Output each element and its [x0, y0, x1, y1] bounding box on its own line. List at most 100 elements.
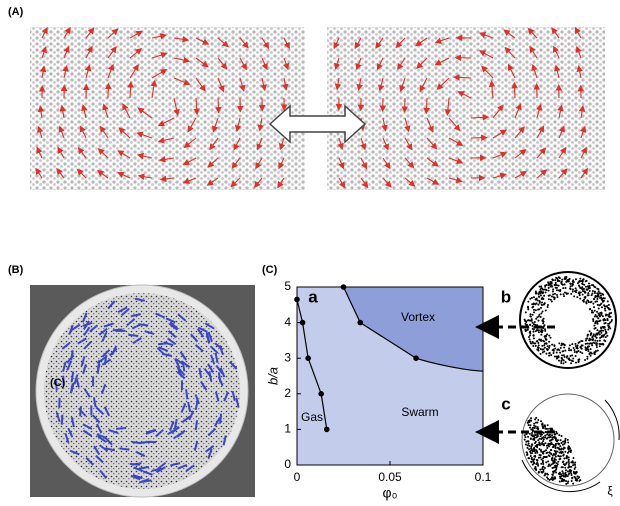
velocity-arrow [217, 77, 225, 93]
particle [533, 442, 536, 445]
particle [566, 475, 569, 478]
particle [531, 313, 534, 316]
velocity-arrow [107, 28, 119, 39]
particle [542, 463, 545, 466]
particle [541, 319, 544, 322]
particle [586, 357, 589, 360]
particle [567, 441, 570, 444]
particle [540, 423, 543, 426]
annotation: ξ [607, 484, 613, 498]
particle [543, 346, 546, 349]
particle [586, 285, 589, 288]
particle [541, 351, 544, 354]
point [413, 355, 419, 362]
particle [541, 348, 544, 351]
velocity-arrow [261, 37, 270, 50]
particle [558, 473, 561, 476]
particle [532, 458, 535, 461]
particle [550, 478, 553, 481]
particle [600, 306, 603, 309]
particle [579, 297, 582, 300]
particle [533, 311, 536, 314]
particle [537, 342, 540, 345]
particle [577, 284, 580, 287]
snapshot-left [30, 27, 305, 190]
particle [602, 293, 605, 296]
robot [222, 435, 227, 446]
robot [157, 342, 169, 346]
particle [554, 458, 557, 461]
velocity-arrow [448, 176, 463, 184]
particle [534, 290, 537, 293]
robot [194, 394, 200, 405]
robot [144, 330, 155, 335]
particle [559, 477, 562, 480]
particle [528, 448, 531, 451]
particle [550, 457, 553, 460]
particle [582, 290, 585, 293]
particle [565, 457, 568, 460]
particle [587, 299, 590, 302]
particle [578, 341, 581, 344]
particle [547, 442, 550, 445]
particle [593, 353, 596, 356]
particle [581, 293, 584, 296]
particle [605, 331, 608, 334]
particle [562, 475, 565, 478]
particle [533, 321, 536, 324]
snapshot-right [327, 27, 605, 190]
robot [82, 364, 87, 375]
particle [543, 288, 546, 291]
velocity-arrow [488, 80, 496, 99]
velocity-arrow [416, 57, 428, 69]
particle [596, 322, 599, 325]
particle [553, 344, 556, 347]
particle [553, 449, 556, 452]
robot [132, 337, 142, 345]
particle [579, 277, 582, 280]
particle [537, 418, 540, 421]
velocity-arrow [423, 97, 430, 115]
particle [539, 288, 542, 291]
particle [536, 433, 539, 436]
particle [549, 452, 552, 455]
robot [89, 324, 99, 333]
velocity-arrow [230, 177, 241, 188]
particle [559, 455, 562, 458]
particle [553, 453, 556, 456]
particle [604, 321, 607, 324]
particle [574, 361, 577, 364]
particle [548, 354, 551, 357]
velocity-arrow [448, 157, 464, 165]
particles [523, 275, 613, 485]
particle [535, 445, 538, 448]
velocity-arrow [558, 125, 565, 139]
particle [523, 434, 526, 437]
particle [560, 447, 563, 450]
velocity-arrow [233, 137, 241, 151]
particle [592, 318, 595, 321]
velocity-arrow [536, 169, 548, 179]
particle [550, 300, 553, 303]
velocity-arrow [514, 171, 528, 179]
velocity-arrow [535, 103, 543, 119]
particle [599, 292, 602, 295]
robot [181, 360, 191, 369]
velocity-arrow [382, 157, 391, 170]
particle [604, 336, 607, 339]
particle [559, 290, 562, 293]
particle [576, 344, 579, 347]
particle [562, 293, 565, 296]
robot [103, 322, 114, 328]
particle [609, 327, 612, 330]
velocity-arrow [129, 64, 139, 79]
velocity-arrow [457, 91, 472, 99]
annotation: Vortex [401, 310, 435, 324]
velocity-arrow [217, 37, 229, 48]
particle [596, 339, 599, 342]
particle [537, 308, 540, 311]
particle [567, 480, 570, 483]
particle [555, 289, 558, 292]
velocity-arrow [63, 45, 70, 59]
particle [586, 355, 589, 358]
